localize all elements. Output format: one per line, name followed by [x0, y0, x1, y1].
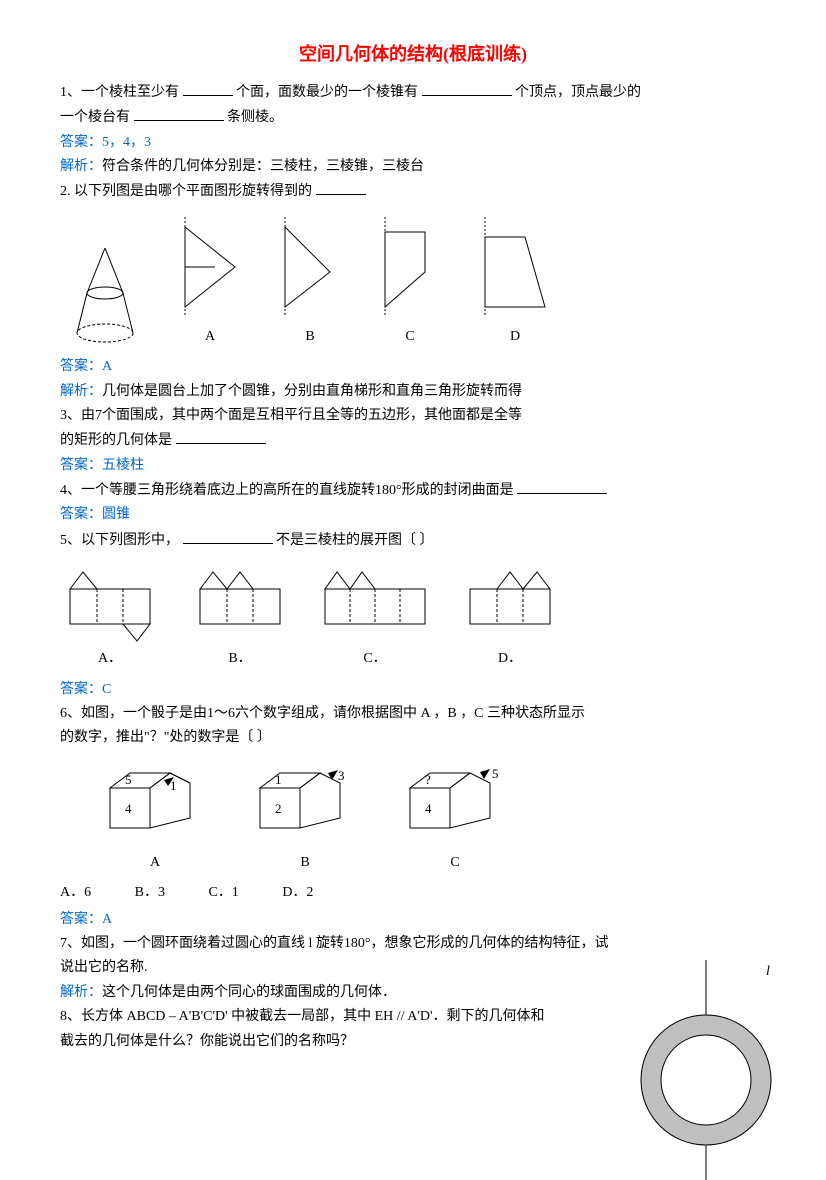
explain-label: 解析：	[60, 159, 102, 174]
shape-C-icon	[370, 212, 450, 322]
q5-text: 5、以下列图形中， 不是三棱柱的展开图〔 〕	[60, 529, 766, 552]
explain-text: 这个几何体是由两个同心的球面围成的几何体．	[102, 985, 396, 1000]
explain-text: 几何体是圆台上加了个圆锥，分别由直角梯形和直角三角形旋转而得	[102, 384, 522, 399]
explain-text: 符合条件的几何体分别是：三棱柱，三棱锥，三棱台	[102, 159, 424, 174]
svg-text:5: 5	[492, 768, 499, 781]
q2-fig-solid	[60, 238, 150, 348]
q5-label-A: A．	[60, 648, 160, 670]
svg-text:5: 5	[125, 772, 132, 787]
q6-answer: 答案：A	[60, 909, 766, 931]
shape-D-icon	[470, 212, 560, 322]
q1-t3: 个顶点，顶点最少的	[515, 85, 641, 100]
q4-text: 4、一个等腰三角形绕着底边上的高所在的直线旋转180°形成的封闭曲面是	[60, 479, 766, 502]
q3-l2: 的矩形的几何体是	[60, 429, 766, 452]
svg-text:?: ?	[425, 772, 431, 787]
q1-line1: 1、一个棱柱至少有 个面，面数最少的一个棱锥有 个顶点，顶点最少的	[60, 81, 766, 104]
q7-ring-figure: l	[626, 960, 786, 1180]
q5-t2: 不是三棱柱的展开图〔 〕	[276, 533, 434, 548]
q6-label-C: C	[400, 852, 510, 874]
blank	[183, 529, 273, 544]
q6-fig-A: 5 4 1 A	[100, 768, 210, 874]
explain-label: 解析：	[60, 384, 102, 399]
q6-l1: 6、如图，一个骰子是由1～6六个数字组成，请你根据图中 A ，B ，C 三种状态…	[60, 703, 766, 725]
q6-fig-B: 1 2 3 B	[250, 768, 360, 874]
q2-fig-A: A	[170, 212, 250, 348]
q5-t1: 5、以下列图形中，	[60, 533, 179, 548]
solid-icon	[60, 238, 150, 348]
svg-text:3: 3	[338, 768, 345, 783]
q6-label-B: B	[250, 852, 360, 874]
q3-t2: 的矩形的几何体是	[60, 433, 172, 448]
q1-t4: 一个棱台有	[60, 110, 130, 125]
q1-t1: 1、一个棱柱至少有	[60, 85, 179, 100]
q4-t: 4、一个等腰三角形绕着底边上的高所在的直线旋转180°形成的封闭曲面是	[60, 483, 514, 498]
q2-fig-C: C	[370, 212, 450, 348]
q1-t5: 条侧棱。	[227, 110, 283, 125]
q6-opt-A: A．6	[60, 882, 91, 904]
blank	[176, 429, 266, 444]
q2-fig-D: D	[470, 212, 560, 348]
q6-options: A．6 B．3 C．1 D．2	[60, 882, 766, 904]
q2-text: 2. 以下列图是由哪个平面图形旋转得到的	[60, 180, 766, 203]
blank	[134, 106, 224, 121]
q2-answer: 答案：A	[60, 356, 766, 378]
q6-label-A: A	[100, 852, 210, 874]
svg-text:2: 2	[275, 801, 282, 816]
dice-A-icon: 5 4 1	[100, 768, 210, 848]
q5-fig-A: A．	[60, 564, 160, 670]
q1-t2: 个面，面数最少的一个棱锥有	[236, 85, 418, 100]
page-title: 空间几何体的结构(根底训练)	[60, 40, 766, 69]
q2-fig-B: B	[270, 212, 350, 348]
q5-label-D: D．	[460, 648, 560, 670]
q2-label-B: B	[270, 326, 350, 348]
q5-fig-C: C．	[320, 564, 430, 670]
q5-fig-D: D．	[460, 564, 560, 670]
q1-line2: 一个棱台有 条侧棱。	[60, 106, 766, 129]
q3-answer: 答案：五棱柱	[60, 455, 766, 477]
q1-explain: 解析：符合条件的几何体分别是：三棱柱，三棱锥，三棱台	[60, 156, 766, 178]
blank	[316, 180, 366, 195]
blank	[183, 81, 233, 96]
q6-opt-D: D．2	[282, 882, 313, 904]
net-D-icon	[460, 564, 560, 644]
net-B-icon	[190, 564, 290, 644]
q2-label-C: C	[370, 326, 450, 348]
q6-l2: 的数字，推出"？"处的数字是〔 〕	[60, 727, 766, 749]
svg-text:1: 1	[275, 772, 282, 787]
svg-text:l: l	[766, 964, 770, 979]
q2-label-D: D	[470, 326, 560, 348]
q2-label-A: A	[170, 326, 250, 348]
q2-explain: 解析：几何体是圆台上加了个圆锥，分别由直角梯形和直角三角形旋转而得	[60, 381, 766, 403]
svg-text:4: 4	[425, 801, 432, 816]
shape-A-icon	[170, 212, 250, 322]
q2-t: 2. 以下列图是由哪个平面图形旋转得到的	[60, 184, 312, 199]
svg-text:4: 4	[125, 801, 132, 816]
ring-icon: l	[626, 960, 786, 1180]
blank	[517, 479, 607, 494]
shape-B-icon	[270, 212, 350, 322]
q7-l1: 7、如图，一个圆环面绕着过圆心的直线 l 旋转180°，想象它形成的几何体的结构…	[60, 933, 766, 955]
q5-label-C: C．	[320, 648, 430, 670]
net-C-icon	[320, 564, 430, 644]
q6-fig-C: ? 4 5 C	[400, 768, 510, 874]
dice-C-icon: ? 4 5	[400, 768, 510, 848]
blank	[422, 81, 512, 96]
net-A-icon	[60, 564, 160, 644]
dice-B-icon: 1 2 3	[250, 768, 360, 848]
q6-opt-C: C．1	[208, 882, 238, 904]
q4-answer: 答案：圆锥	[60, 504, 766, 526]
q3-l1: 3、由7个面围成，其中两个面是互相平行且全等的五边形，其他面都是全等	[60, 405, 766, 427]
q1-answer: 答案：5，4，3	[60, 132, 766, 154]
q5-figures: A． B． C． D．	[60, 564, 766, 670]
q5-label-B: B．	[190, 648, 290, 670]
q6-opt-B: B．3	[135, 882, 165, 904]
explain-label: 解析：	[60, 985, 102, 1000]
q5-fig-B: B．	[190, 564, 290, 670]
q5-answer: 答案：C	[60, 679, 766, 701]
q2-figures: A B C D	[60, 212, 766, 348]
q6-figures: 5 4 1 A 1 2 3 B ? 4 5 C	[100, 768, 766, 874]
